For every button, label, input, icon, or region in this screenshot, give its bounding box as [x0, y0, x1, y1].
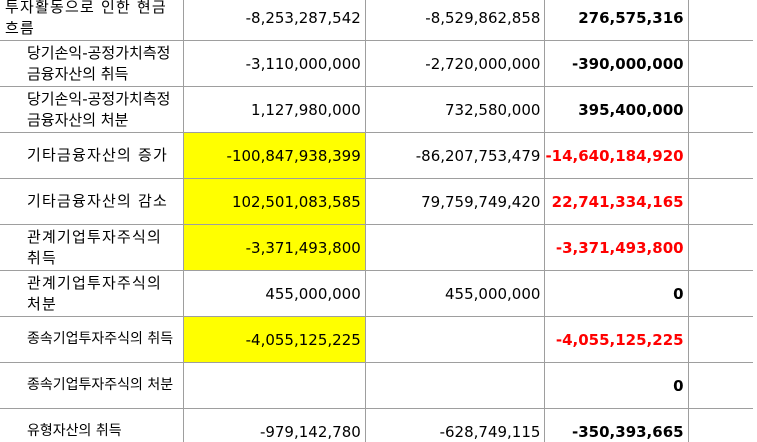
table-row: 관계기업투자주식의 처분 455,000,000 455,000,000 0 [0, 270, 753, 317]
cell-value: 22,741,334,165 [551, 192, 684, 211]
table-row: 관계기업투자주식의 취득 -3,371,493,800 -3,371,493,8… [0, 224, 753, 271]
table-row: 투자활동으로 인한 현금흐름 -8,253,287,542 -8,529,862… [0, 0, 753, 41]
difference-cell[interactable]: -350,393,665 [544, 408, 689, 442]
value-cell-2[interactable]: -2,720,000,000 [364, 40, 546, 87]
empty-cell[interactable] [687, 408, 753, 442]
cell-value: -8,253,287,542 [245, 8, 361, 27]
value-cell-2[interactable]: -8,529,862,858 [364, 0, 546, 41]
value-cell-1[interactable] [183, 362, 366, 409]
row-label: 당기손익-공정가치측정금융자산의 처분 [27, 89, 171, 129]
value-cell-1[interactable]: -979,142,780 [183, 408, 366, 442]
table-row: 종속기업투자주식의 취득 -4,055,125,225 -4,055,125,2… [0, 316, 753, 363]
value-cell-1[interactable]: -3,371,493,800 [183, 224, 366, 271]
cell-value: -4,055,125,225 [555, 330, 684, 349]
value-cell-1[interactable]: -4,055,125,225 [183, 316, 366, 363]
cell-value: -3,371,493,800 [245, 238, 361, 257]
cell-value: 0 [673, 376, 684, 395]
cell-value: 79,759,749,420 [421, 192, 541, 211]
difference-cell[interactable]: -3,371,493,800 [544, 224, 689, 271]
difference-cell[interactable]: 276,575,316 [544, 0, 689, 41]
row-label: 종속기업투자주식의 취득 [27, 331, 174, 347]
table-row: 당기손익-공정가치측정금융자산의 처분 1,127,980,000 732,58… [0, 86, 753, 133]
difference-cell[interactable]: 0 [544, 362, 689, 409]
value-cell-2[interactable]: -86,207,753,479 [364, 132, 546, 179]
row-label-cell[interactable]: 투자활동으로 인한 현금흐름 [0, 0, 185, 41]
table-row: 종속기업투자주식의 처분 0 [0, 362, 753, 409]
cell-value: 395,400,000 [578, 100, 684, 119]
value-cell-2[interactable] [364, 224, 546, 271]
value-cell-2[interactable] [364, 316, 546, 363]
row-label: 기타금융자산의 감소 [27, 192, 168, 210]
row-label-cell[interactable]: 당기손익-공정가치측정금융자산의 취득 [0, 40, 185, 87]
value-cell-1[interactable]: -8,253,287,542 [183, 0, 366, 41]
difference-cell[interactable]: 22,741,334,165 [544, 178, 689, 225]
cell-value: 1,127,980,000 [251, 100, 361, 119]
table-row: 기타금융자산의 감소 102,501,083,585 79,759,749,42… [0, 178, 753, 225]
row-label-cell[interactable]: 관계기업투자주식의 처분 [0, 270, 185, 317]
cell-value: -100,847,938,399 [226, 146, 361, 165]
cell-value: 732,580,000 [445, 100, 541, 119]
cell-value: -4,055,125,225 [245, 330, 361, 349]
empty-cell[interactable] [687, 178, 753, 225]
row-label-cell[interactable]: 종속기업투자주식의 처분 [0, 362, 185, 409]
row-label-cell[interactable]: 기타금융자산의 감소 [0, 178, 185, 225]
empty-cell[interactable] [687, 270, 753, 317]
cell-value: 0 [673, 284, 684, 303]
empty-cell[interactable] [687, 40, 753, 87]
value-cell-1[interactable]: 102,501,083,585 [183, 178, 366, 225]
row-label: 종속기업투자주식의 처분 [27, 377, 174, 393]
cell-value: 455,000,000 [265, 284, 361, 303]
value-cell-1[interactable]: -3,110,000,000 [183, 40, 366, 87]
table-row: 유형자산의 취득 -979,142,780 -628,749,115 -350,… [0, 408, 753, 442]
value-cell-1[interactable]: -100,847,938,399 [183, 132, 366, 179]
value-cell-2[interactable] [364, 362, 546, 409]
empty-cell[interactable] [687, 0, 753, 41]
row-label-cell[interactable]: 기타금융자산의 증가 [0, 132, 185, 179]
value-cell-1[interactable]: 1,127,980,000 [183, 86, 366, 133]
empty-cell[interactable] [687, 132, 753, 179]
empty-cell[interactable] [687, 362, 753, 409]
row-label-cell[interactable]: 종속기업투자주식의 취득 [0, 316, 185, 363]
cell-value: -628,749,115 [439, 422, 541, 441]
empty-cell[interactable] [687, 86, 753, 133]
cell-value: -390,000,000 [572, 54, 684, 73]
cell-value: -86,207,753,479 [415, 146, 541, 165]
cell-value: -350,393,665 [572, 422, 684, 441]
empty-cell[interactable] [687, 316, 753, 363]
value-cell-1[interactable]: 455,000,000 [183, 270, 366, 317]
row-label-cell[interactable]: 당기손익-공정가치측정금융자산의 처분 [0, 86, 185, 133]
cell-value: -8,529,862,858 [425, 8, 541, 27]
cell-value: -14,640,184,920 [545, 146, 684, 165]
row-label: 관계기업투자주식의 취득 [27, 227, 163, 267]
row-label: 투자활동으로 인한 현금흐름 [5, 0, 167, 37]
difference-cell[interactable]: -4,055,125,225 [544, 316, 689, 363]
difference-cell[interactable]: 0 [544, 270, 689, 317]
table-row: 기타금융자산의 증가 -100,847,938,399 -86,207,753,… [0, 132, 753, 179]
value-cell-2[interactable]: 732,580,000 [364, 86, 546, 133]
row-label: 기타금융자산의 증가 [27, 146, 168, 164]
row-label-cell[interactable]: 유형자산의 취득 [0, 408, 185, 442]
cell-value: 276,575,316 [578, 8, 684, 27]
cell-value: 102,501,083,585 [231, 192, 361, 211]
cell-value: -2,720,000,000 [425, 54, 541, 73]
cell-value: -979,142,780 [259, 422, 361, 441]
row-label-cell[interactable]: 관계기업투자주식의 취득 [0, 224, 185, 271]
value-cell-2[interactable]: 79,759,749,420 [364, 178, 546, 225]
cell-value: -3,110,000,000 [245, 54, 361, 73]
difference-cell[interactable]: -390,000,000 [544, 40, 689, 87]
row-label: 관계기업투자주식의 처분 [27, 273, 163, 313]
value-cell-2[interactable]: -628,749,115 [364, 408, 546, 442]
difference-cell[interactable]: -14,640,184,920 [544, 132, 689, 179]
row-label: 유형자산의 취득 [27, 423, 122, 439]
table-row: 당기손익-공정가치측정금융자산의 취득 -3,110,000,000 -2,72… [0, 40, 753, 87]
difference-cell[interactable]: 395,400,000 [544, 86, 689, 133]
cell-value: -3,371,493,800 [555, 238, 684, 257]
value-cell-2[interactable]: 455,000,000 [364, 270, 546, 317]
cell-value: 455,000,000 [445, 284, 541, 303]
empty-cell[interactable] [687, 224, 753, 271]
row-label: 당기손익-공정가치측정금융자산의 취득 [27, 43, 171, 83]
